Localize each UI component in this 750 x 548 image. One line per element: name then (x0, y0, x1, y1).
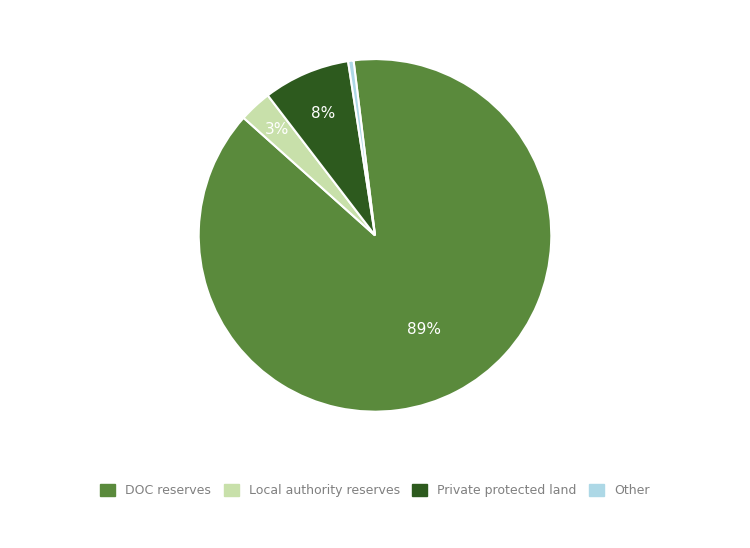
Wedge shape (199, 59, 551, 412)
Wedge shape (268, 61, 375, 236)
Text: 89%: 89% (407, 322, 441, 336)
Legend: DOC reserves, Local authority reserves, Private protected land, Other: DOC reserves, Local authority reserves, … (95, 480, 655, 503)
Wedge shape (244, 95, 375, 236)
Text: 8%: 8% (311, 106, 335, 121)
Wedge shape (348, 60, 375, 236)
Text: 3%: 3% (265, 122, 289, 137)
